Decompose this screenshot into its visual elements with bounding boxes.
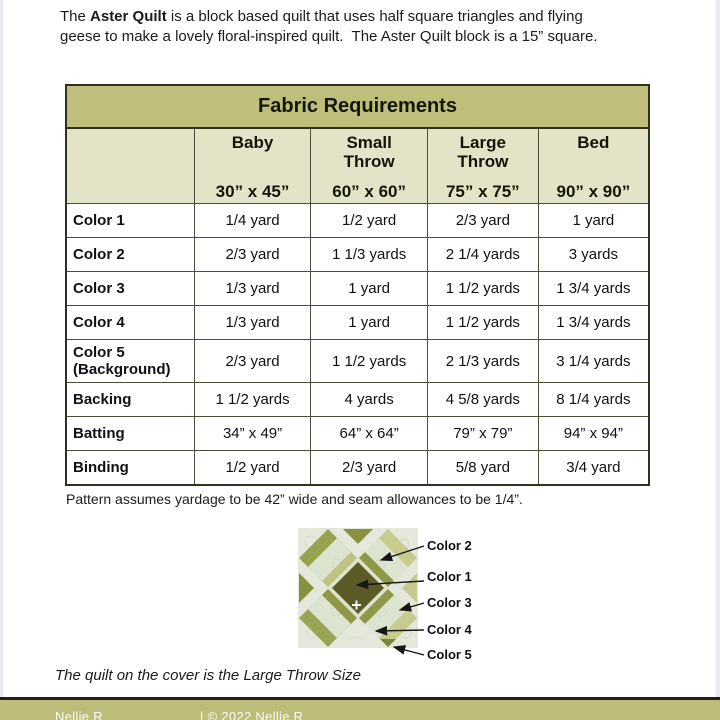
column-size: 75” x 75” [445, 182, 520, 201]
intro-text-pre: The [60, 8, 91, 25]
connector-color5 [392, 645, 425, 656]
table-row-label: Binding [65, 450, 195, 485]
table-row: Color 2 2/3 yard 1 1/3 yards 2 1/4 yards 3 … [65, 237, 650, 272]
table-row: Batting 34” x 49” 64” x 64” 79” x 79” 94” x… [65, 416, 650, 451]
goose-triangle-left [299, 573, 314, 603]
table-cell-value: 2/3 yard [310, 450, 428, 485]
column-name: Baby [231, 133, 274, 152]
table-cell-value: 1 1/2 yards [310, 339, 428, 383]
table-row-label: Color 2 [65, 237, 195, 272]
fabric-requirements-table: Fabric Requirements Baby 30” x 45” Small… [65, 84, 650, 486]
table-row: Backing 1 1/2 yards 4 yards 4 5/8 yards 8 1… [65, 382, 650, 417]
column-header-inner: Small Throw 60” x 60” [311, 129, 427, 203]
table-cell-value: 79” x 79” [426, 416, 539, 451]
table-cell-value: 3 1/4 yards [537, 339, 650, 383]
column-header-inner: Baby 30” x 45” [195, 129, 311, 203]
table-row: Color 1 1/4 yard 1/2 yard 2/3 yard 1 yard [65, 203, 650, 238]
footer-band: Nellie R | © 2022 Nellie R [0, 697, 720, 720]
yardage-note: Pattern assumes yardage to be 42” wide a… [66, 491, 523, 507]
table-column-header: Bed 90” x 90” [537, 127, 650, 204]
color-label-color-4: Color 4 [427, 622, 472, 637]
table-cell-value: 1/2 yard [193, 450, 312, 485]
table-cell-value: 2/3 yard [193, 237, 312, 272]
chevron-top-right [359, 552, 394, 587]
table-cell-value: 2 1/4 yards [426, 237, 539, 272]
column-size: 60” x 60” [332, 182, 406, 201]
column-header-inner: Bed 90” x 90” [539, 129, 648, 203]
table-row: Binding 1/2 yard 2/3 yard 5/8 yard 3/4 yard [65, 450, 650, 485]
color-label-color-1: Color 1 [427, 569, 472, 584]
goose-triangle-top [343, 529, 373, 544]
table-header-corner-cell [65, 127, 195, 204]
table-row: Color 4 1/3 yard 1 yard 1 1/2 yards 1 3/4 y… [65, 305, 650, 340]
table-cell-value: 2 1/3 yards [426, 339, 539, 383]
table-row-label: Color 4 [65, 305, 195, 340]
petal-tip-dark [380, 639, 396, 647]
table-cell-value: 1 3/4 yards [537, 305, 650, 340]
table-row-label: Backing [65, 382, 195, 417]
table-cell-value: 1 yard [310, 271, 428, 306]
table-column-header: Small Throw 60” x 60” [310, 127, 428, 204]
column-name: Bed [577, 133, 610, 152]
table-cell-value: 2/3 yard [426, 203, 539, 238]
table-cell-value: 94” x 94” [537, 416, 650, 451]
table-cell-value: 1/3 yard [193, 305, 312, 340]
table-cell-value: 64” x 64” [310, 416, 428, 451]
cover-note: The quilt on the cover is the Large Thro… [55, 667, 361, 684]
footer-text-right: | © 2022 Nellie R [200, 709, 304, 720]
table-cell-value: 1 1/2 yards [193, 382, 312, 417]
chevron-bottom-right [359, 589, 394, 624]
table-column-header: Large Throw 75” x 75” [426, 127, 539, 204]
table-title-row: Fabric Requirements [65, 84, 650, 129]
color-label-color-5: Color 5 [427, 647, 472, 662]
table-cell-value: 3/4 yard [537, 450, 650, 485]
column-size: 30” x 45” [215, 182, 290, 201]
table-cell-value: 8 1/4 yards [537, 382, 650, 417]
column-name: Large Throw [457, 133, 509, 171]
table-cell-value: 1/4 yard [193, 203, 312, 238]
table-cell-value: 1 1/2 yards [426, 271, 539, 306]
column-size: 90” x 90” [556, 182, 631, 201]
color-label-color-3: Color 3 [427, 595, 472, 610]
quilt-block-diagram: Color 2 Color 1 Color 3 Color 4 Color 5 [0, 520, 720, 680]
page-edge-right [716, 0, 720, 720]
table-column-header: Baby 30” x 45” [193, 127, 312, 204]
table-row: Color 5 (Background) 2/3 yard 1 1/2 yards… [65, 339, 650, 383]
intro-paragraph: The Aster Quilt is a block based quilt t… [60, 7, 680, 47]
table-row-label: Batting [65, 416, 195, 451]
table-row: Color 3 1/3 yard 1 yard 1 1/2 yards 1 3/4 y… [65, 271, 650, 306]
intro-text-bold: Aster Quilt [90, 8, 167, 25]
table-cell-value: 2/3 yard [193, 339, 312, 383]
table-row-label: Color 3 [65, 271, 195, 306]
column-name: Small Throw [343, 133, 395, 171]
table-row-label: Color 1 [65, 203, 195, 238]
chevron-bottom-left [322, 589, 357, 624]
table-cell-value: 1 yard [537, 203, 650, 238]
table-cell-value: 1/3 yard [193, 271, 312, 306]
footer-text-left: Nellie R [55, 709, 103, 720]
column-header-inner: Large Throw 75” x 75” [428, 129, 538, 203]
quilt-block-graphic [298, 528, 418, 648]
table-cell-value: 4 yards [310, 382, 428, 417]
table-header-row: Baby 30” x 45” Small Throw 60” x 60” Lar… [65, 127, 650, 204]
table-cell-value: 1 1/2 yards [426, 305, 539, 340]
table-cell-value: 1/2 yard [310, 203, 428, 238]
table-cell-value: 5/8 yard [426, 450, 539, 485]
chevron-top-left [322, 552, 357, 587]
table-cell-value: 34” x 49” [193, 416, 312, 451]
page-edge-left [0, 0, 3, 720]
table-title: Fabric Requirements [65, 84, 650, 129]
table-cell-value: 4 5/8 yards [426, 382, 539, 417]
table-cell-value: 1 yard [310, 305, 428, 340]
table-row-label: Color 5 (Background) [65, 339, 195, 383]
plus-marker-icon [352, 600, 361, 610]
table-cell-value: 1 3/4 yards [537, 271, 650, 306]
table-cell-value: 1 1/3 yards [310, 237, 428, 272]
color-label-color-2: Color 2 [427, 538, 472, 553]
table-cell-value: 3 yards [537, 237, 650, 272]
intro-text-post: is a block based quilt that uses half sq… [60, 8, 598, 45]
